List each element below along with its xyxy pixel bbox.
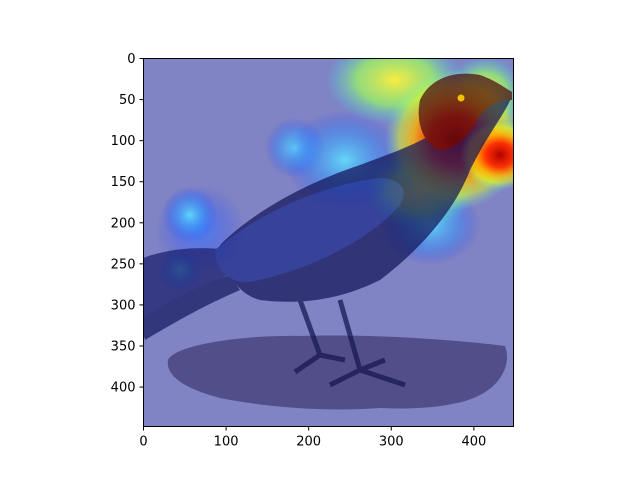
y-tick-label: 200 xyxy=(111,216,136,231)
axes-frame xyxy=(143,58,514,427)
y-tick-label: 50 xyxy=(119,93,136,108)
y-tick-label: 100 xyxy=(111,134,136,149)
y-tick-label: 250 xyxy=(111,257,136,272)
y-tick-label: 150 xyxy=(111,175,136,190)
plot-area xyxy=(143,58,514,427)
y-tick-label: 0 xyxy=(127,52,135,67)
crow-silhouette xyxy=(143,73,512,388)
ground-shadow xyxy=(167,335,508,410)
x-tick-label: 400 xyxy=(461,435,486,450)
x-tick-label: 200 xyxy=(296,435,321,450)
crow-eye xyxy=(457,94,465,102)
x-tick-label: 0 xyxy=(139,435,147,450)
y-tick-label: 300 xyxy=(111,298,136,313)
x-tick-label: 100 xyxy=(214,435,239,450)
heat-blob xyxy=(162,187,218,243)
x-tick-label: 300 xyxy=(379,435,404,450)
y-axis: 0 50 100 150 200 250 300 350 400 xyxy=(111,52,144,396)
y-tick-label: 400 xyxy=(111,381,136,396)
y-tick-label: 350 xyxy=(111,340,136,355)
x-axis: 0 100 200 300 400 xyxy=(139,426,486,450)
